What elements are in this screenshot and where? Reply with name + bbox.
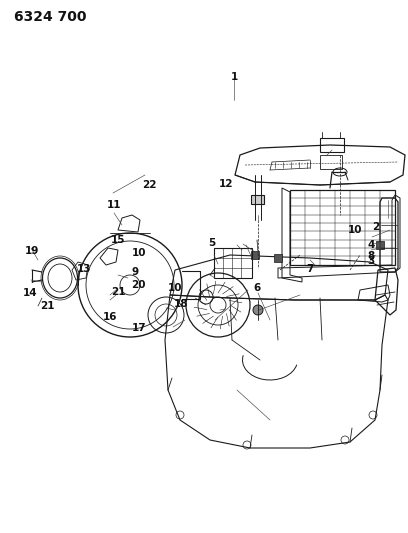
- Text: 6324 700: 6324 700: [14, 10, 86, 24]
- Text: 12: 12: [219, 179, 234, 189]
- FancyBboxPatch shape: [376, 241, 384, 249]
- FancyBboxPatch shape: [251, 251, 259, 259]
- Text: 21: 21: [40, 302, 54, 311]
- Text: 4: 4: [368, 240, 375, 250]
- Text: 5: 5: [208, 238, 216, 247]
- Text: 15: 15: [111, 235, 126, 245]
- Text: 1: 1: [231, 72, 238, 82]
- FancyBboxPatch shape: [251, 195, 264, 204]
- Text: 21: 21: [111, 287, 126, 297]
- Text: 10: 10: [168, 283, 183, 293]
- Text: 11: 11: [107, 200, 122, 210]
- Text: 17: 17: [131, 323, 146, 333]
- Text: 9: 9: [131, 267, 138, 277]
- Text: 6: 6: [253, 283, 261, 293]
- Text: 10: 10: [131, 248, 146, 258]
- Text: 2: 2: [372, 222, 379, 231]
- Text: 14: 14: [23, 288, 38, 298]
- Text: 3: 3: [368, 256, 375, 266]
- Text: 7: 7: [306, 264, 314, 274]
- Text: 16: 16: [103, 312, 118, 322]
- Text: 22: 22: [142, 181, 157, 190]
- Text: 18: 18: [174, 299, 189, 309]
- Circle shape: [253, 305, 263, 315]
- Text: 13: 13: [76, 264, 91, 274]
- Text: 20: 20: [131, 280, 146, 290]
- FancyBboxPatch shape: [274, 254, 282, 262]
- Text: 8: 8: [368, 251, 375, 261]
- Text: 19: 19: [24, 246, 39, 255]
- Text: 10: 10: [348, 225, 362, 235]
